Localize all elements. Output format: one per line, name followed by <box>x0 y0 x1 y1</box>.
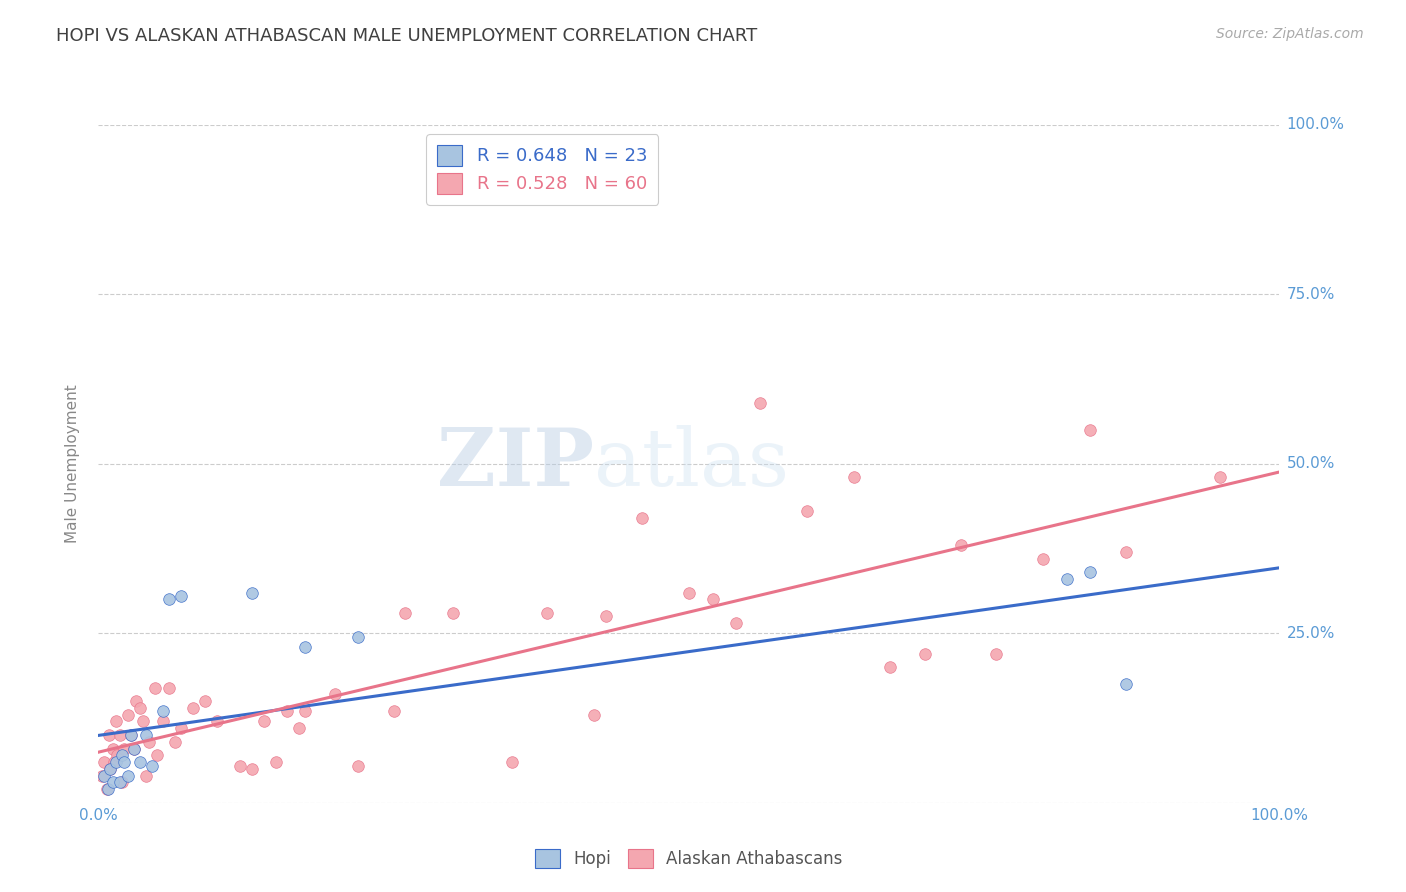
Point <box>323 687 346 701</box>
Point <box>276 704 298 718</box>
Point <box>1115 677 1137 691</box>
Text: atlas: atlas <box>595 425 790 503</box>
Point <box>157 592 180 607</box>
Point <box>141 758 163 772</box>
Point <box>122 741 145 756</box>
Point <box>135 728 157 742</box>
Point <box>914 647 936 661</box>
Point <box>879 660 901 674</box>
Point <box>143 681 166 695</box>
Point <box>132 714 155 729</box>
Point <box>984 647 1007 661</box>
Point <box>117 769 139 783</box>
Point <box>1115 545 1137 559</box>
Point <box>294 640 316 654</box>
Point <box>1080 566 1102 580</box>
Point <box>501 755 523 769</box>
Point <box>112 755 135 769</box>
Point <box>229 758 252 772</box>
Point <box>382 704 405 718</box>
Point <box>170 589 193 603</box>
Point <box>91 769 114 783</box>
Point <box>98 728 121 742</box>
Point <box>157 681 180 695</box>
Point <box>128 755 150 769</box>
Point <box>152 714 174 729</box>
Legend: Hopi, Alaskan Athabascans: Hopi, Alaskan Athabascans <box>529 842 849 875</box>
Point <box>949 538 972 552</box>
Point <box>105 714 128 729</box>
Point <box>98 762 121 776</box>
Text: 50.0%: 50.0% <box>1286 457 1334 471</box>
Point <box>122 741 145 756</box>
Point <box>630 511 652 525</box>
Point <box>347 758 370 772</box>
Point <box>240 585 263 599</box>
Point <box>725 616 748 631</box>
Point <box>394 606 416 620</box>
Point <box>101 775 124 789</box>
Point <box>796 504 818 518</box>
Point <box>128 701 150 715</box>
Point <box>441 606 464 620</box>
Text: 75.0%: 75.0% <box>1286 287 1334 301</box>
Point <box>264 755 287 769</box>
Point <box>121 728 143 742</box>
Point <box>135 769 157 783</box>
Point <box>165 735 187 749</box>
Point <box>108 728 131 742</box>
Point <box>152 704 174 718</box>
Point <box>117 707 139 722</box>
Point <box>1032 551 1054 566</box>
Text: ZIP: ZIP <box>437 425 595 503</box>
Y-axis label: Male Unemployment: Male Unemployment <box>65 384 80 543</box>
Point <box>111 775 134 789</box>
Point <box>347 630 370 644</box>
Point <box>748 396 770 410</box>
Text: 100.0%: 100.0% <box>1286 118 1344 132</box>
Point <box>583 707 606 722</box>
Point <box>205 714 228 729</box>
Point <box>1209 470 1232 484</box>
Point <box>146 748 169 763</box>
Point <box>111 748 134 763</box>
Point <box>125 694 148 708</box>
Point <box>112 741 135 756</box>
Point <box>101 741 124 756</box>
Point <box>702 592 724 607</box>
Point <box>98 762 121 776</box>
Legend: R = 0.648   N = 23, R = 0.528   N = 60: R = 0.648 N = 23, R = 0.528 N = 60 <box>426 134 658 204</box>
Point <box>105 755 128 769</box>
Point <box>103 755 125 769</box>
Point <box>536 606 558 620</box>
Point <box>105 748 128 763</box>
Point <box>678 585 700 599</box>
Point <box>294 704 316 718</box>
Point <box>844 470 866 484</box>
Point <box>181 701 204 715</box>
Text: HOPI VS ALASKAN ATHABASCAN MALE UNEMPLOYMENT CORRELATION CHART: HOPI VS ALASKAN ATHABASCAN MALE UNEMPLOY… <box>56 27 758 45</box>
Point <box>93 755 115 769</box>
Point <box>121 728 143 742</box>
Point <box>170 721 193 735</box>
Point <box>108 775 131 789</box>
Point <box>96 782 118 797</box>
Text: 25.0%: 25.0% <box>1286 626 1334 640</box>
Point <box>138 735 160 749</box>
Point <box>253 714 276 729</box>
Text: Source: ZipAtlas.com: Source: ZipAtlas.com <box>1216 27 1364 41</box>
Point <box>93 769 115 783</box>
Point <box>240 762 263 776</box>
Point <box>1080 423 1102 437</box>
Point <box>288 721 311 735</box>
Point <box>194 694 217 708</box>
Point <box>1056 572 1078 586</box>
Point <box>595 609 617 624</box>
Point <box>97 782 120 797</box>
